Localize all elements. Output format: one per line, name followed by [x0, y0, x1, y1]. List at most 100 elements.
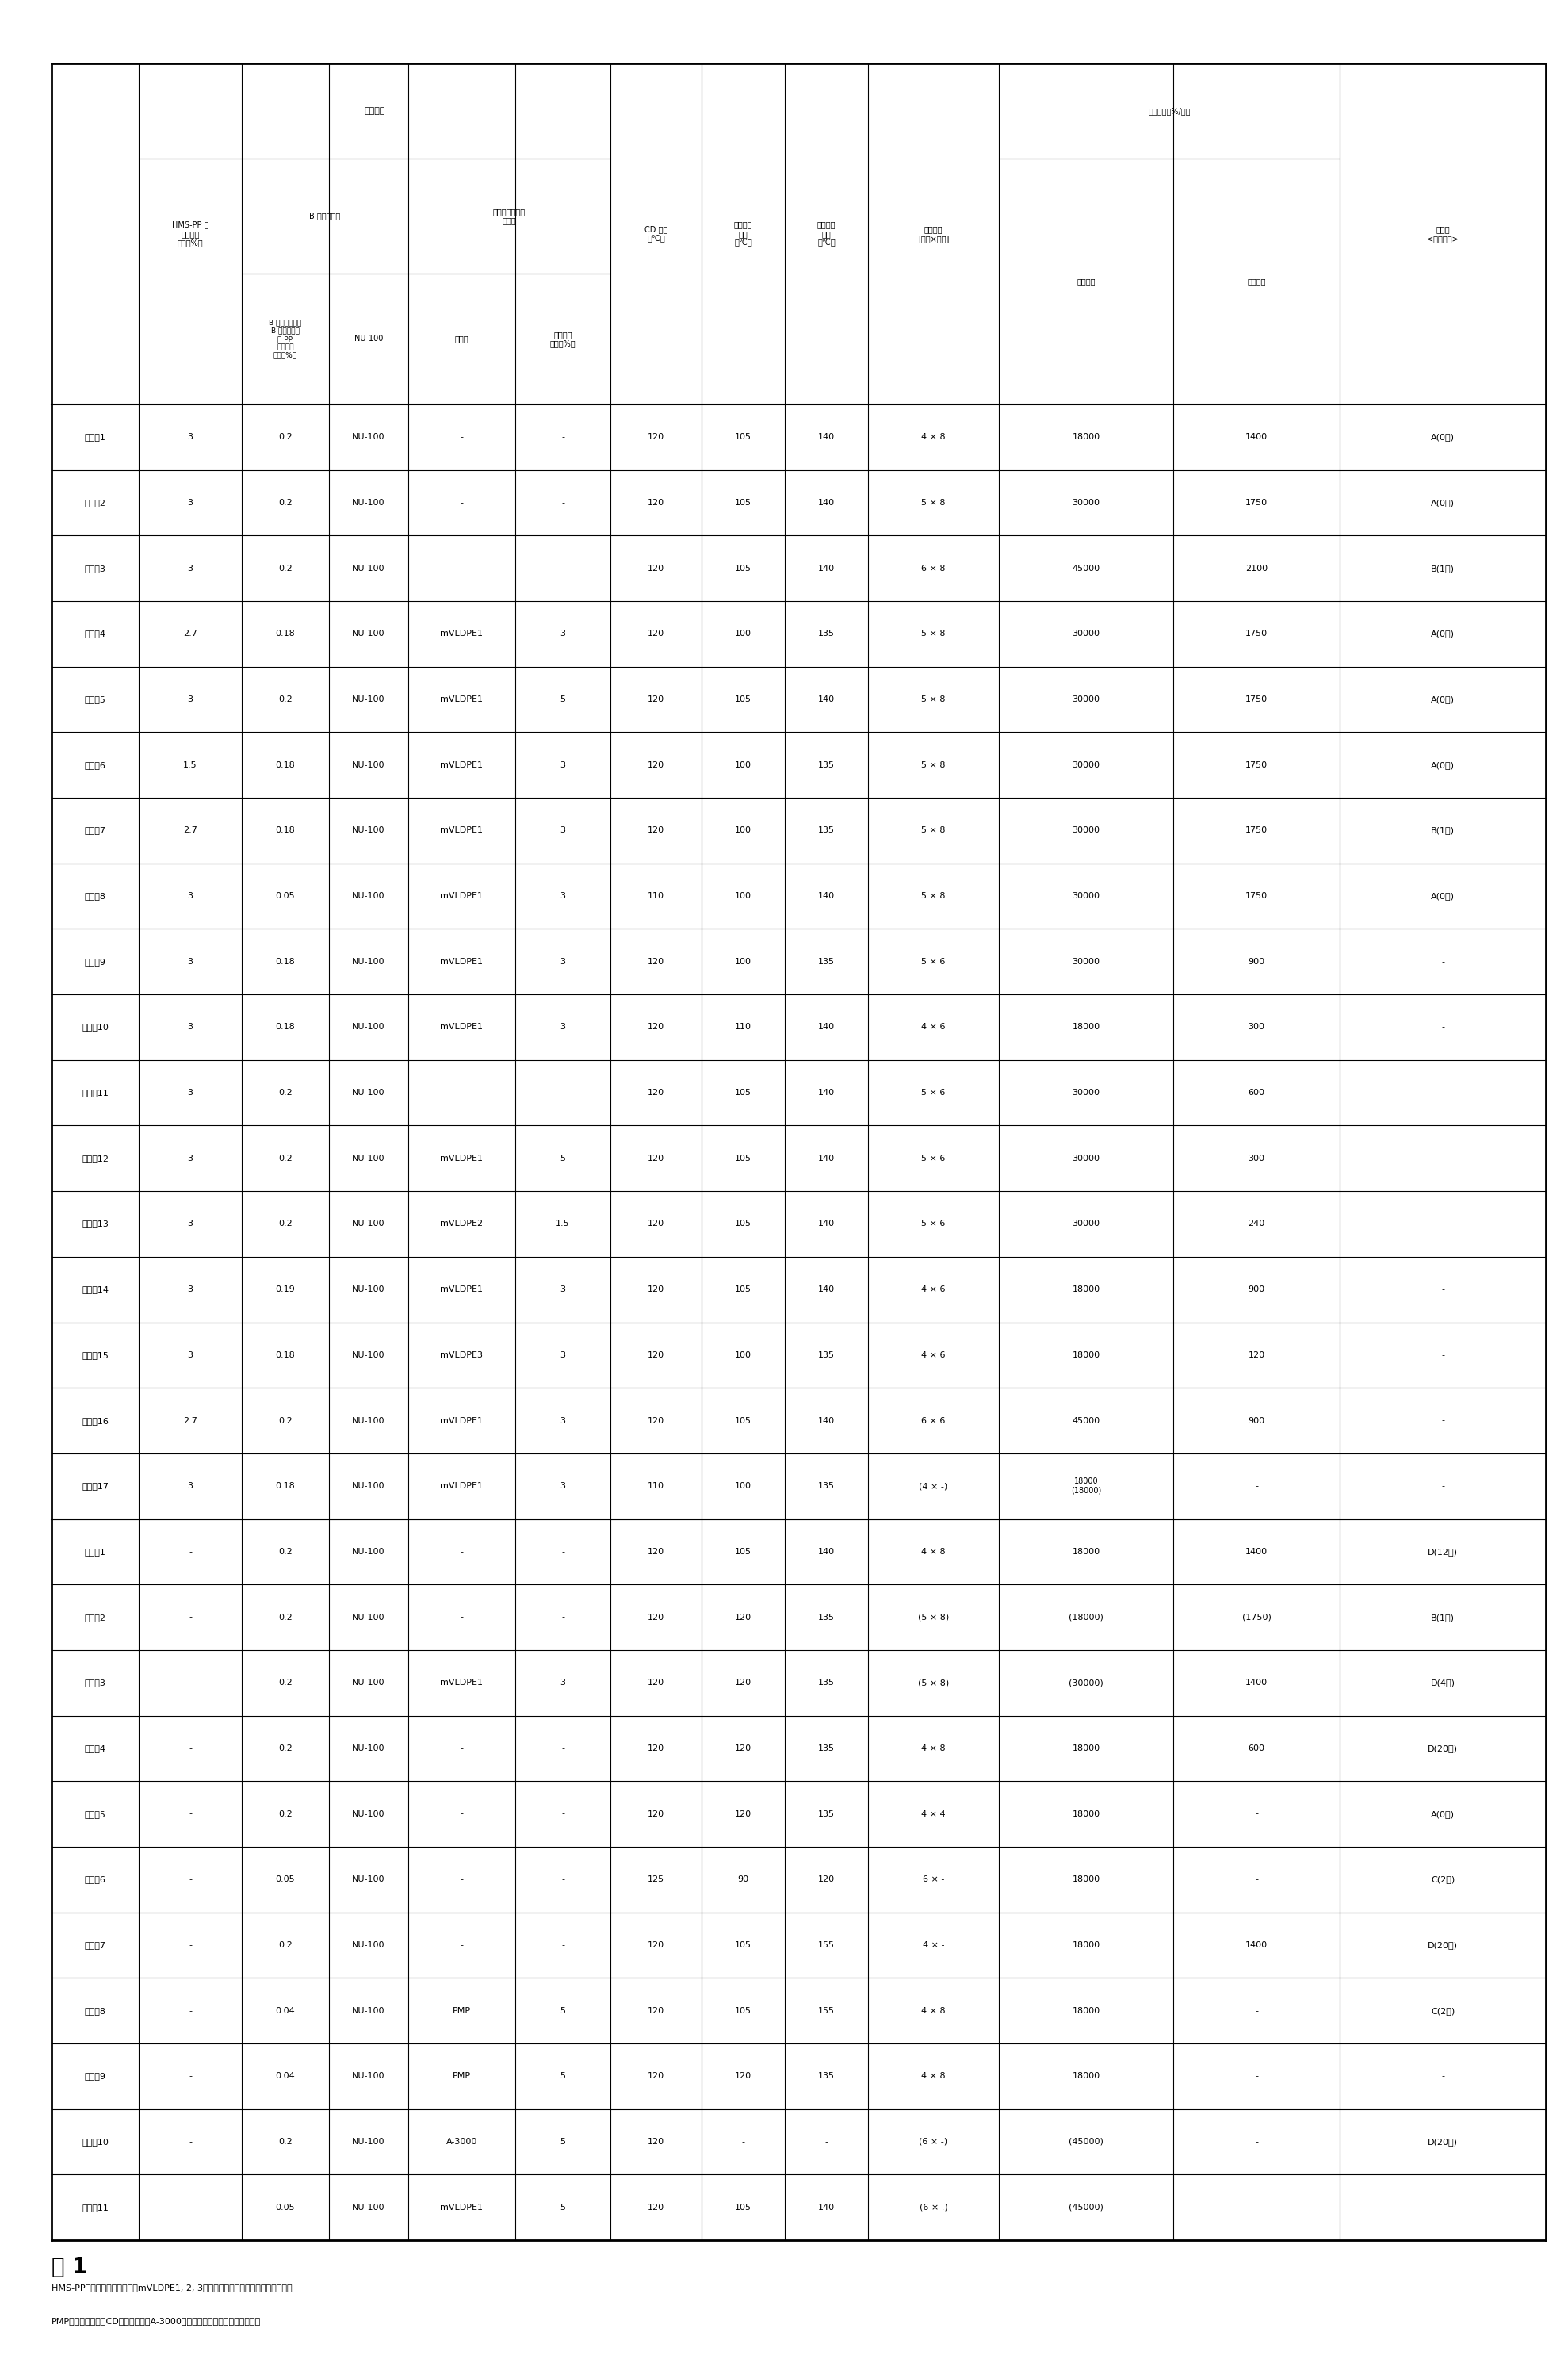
Text: NU-100: NU-100 [353, 565, 386, 572]
Text: 比較例2: 比較例2 [85, 1614, 105, 1621]
Text: 120: 120 [648, 761, 665, 768]
Text: 5: 5 [560, 695, 566, 704]
Text: -: - [188, 1614, 191, 1621]
Text: 3: 3 [188, 1089, 193, 1096]
Text: -: - [1441, 1219, 1444, 1229]
Text: 3: 3 [188, 432, 193, 442]
Text: CD 温度
（℃）: CD 温度 （℃） [644, 224, 668, 243]
Text: 1750: 1750 [1245, 631, 1267, 638]
Text: B(1次): B(1次) [1432, 565, 1455, 572]
Text: -: - [188, 2072, 191, 2079]
Text: 18000: 18000 [1073, 1352, 1099, 1359]
Text: 120: 120 [648, 1810, 665, 1817]
Text: 4 × 8: 4 × 8 [922, 432, 946, 442]
Text: 3: 3 [560, 893, 566, 900]
Text: -: - [1254, 1810, 1258, 1817]
Text: 2.7: 2.7 [183, 631, 198, 638]
Text: 3: 3 [188, 499, 193, 506]
Text: 3: 3 [560, 761, 566, 768]
Text: 120: 120 [648, 1614, 665, 1621]
Text: 4 × 6: 4 × 6 [922, 1023, 946, 1030]
Text: mVLDPE1: mVLDPE1 [441, 893, 483, 900]
Text: 140: 140 [818, 2202, 834, 2212]
Text: D(4次): D(4次) [1430, 1678, 1455, 1687]
Text: 120: 120 [648, 957, 665, 966]
Text: -: - [459, 565, 464, 572]
Text: NU-100: NU-100 [353, 1023, 386, 1030]
Text: NU-100: NU-100 [353, 1352, 386, 1359]
Text: NU-100: NU-100 [353, 1482, 386, 1491]
Text: 105: 105 [735, 1940, 751, 1949]
Text: -: - [1441, 1285, 1444, 1293]
Text: -: - [561, 1940, 564, 1949]
Text: 実施例3: 実施例3 [85, 565, 105, 572]
Text: -: - [1254, 2006, 1258, 2016]
Text: 120: 120 [648, 1678, 665, 1687]
Text: mVLDPE1: mVLDPE1 [441, 2202, 483, 2212]
Text: 5 × 8: 5 × 8 [922, 893, 946, 900]
Text: 120: 120 [1248, 1352, 1265, 1359]
Text: 0.2: 0.2 [279, 1156, 292, 1163]
Text: -: - [1441, 1156, 1444, 1163]
Text: NU-100: NU-100 [354, 336, 383, 343]
Text: 1750: 1750 [1245, 499, 1267, 506]
Text: HMS-PP の
混合比例
（重量%）: HMS-PP の 混合比例 （重量%） [172, 220, 209, 248]
Text: 900: 900 [1248, 957, 1265, 966]
Text: NU-100: NU-100 [353, 499, 386, 506]
Text: 140: 140 [818, 893, 834, 900]
Text: NU-100: NU-100 [353, 1614, 386, 1621]
Text: -: - [561, 1744, 564, 1753]
Text: 120: 120 [648, 695, 665, 704]
Text: 5 × 8: 5 × 8 [922, 827, 946, 834]
Text: 105: 105 [735, 1548, 751, 1555]
Text: NU-100: NU-100 [353, 1219, 386, 1229]
Text: -: - [825, 2139, 828, 2146]
Text: -: - [1254, 2202, 1258, 2212]
Text: 0.18: 0.18 [276, 957, 295, 966]
Text: 0.2: 0.2 [279, 2139, 292, 2146]
Text: 0.18: 0.18 [276, 1023, 295, 1030]
Text: mVLDPE1: mVLDPE1 [441, 1285, 483, 1293]
Text: D(20次): D(20次) [1428, 2139, 1458, 2146]
Text: 実施例8: 実施例8 [85, 893, 105, 900]
Text: 120: 120 [648, 1089, 665, 1096]
Text: 混合比例
（重量%）: 混合比例 （重量%） [550, 331, 575, 347]
Text: -: - [561, 1548, 564, 1555]
Text: (1750): (1750) [1242, 1614, 1272, 1621]
Text: 100: 100 [735, 761, 751, 768]
Text: 135: 135 [818, 1744, 834, 1753]
Text: A(0次): A(0次) [1432, 1810, 1455, 1817]
Text: 3: 3 [188, 695, 193, 704]
Text: 6 × -: 6 × - [922, 1876, 944, 1883]
Text: NU-100: NU-100 [353, 2139, 386, 2146]
Text: 900: 900 [1248, 1285, 1265, 1293]
Text: 105: 105 [735, 1219, 751, 1229]
Text: 135: 135 [818, 1810, 834, 1817]
Text: 横向拉伸: 横向拉伸 [1247, 276, 1265, 286]
Text: (30000): (30000) [1069, 1678, 1104, 1687]
Text: 18000: 18000 [1073, 1548, 1099, 1555]
Text: 135: 135 [818, 1482, 834, 1491]
Text: 140: 140 [818, 1156, 834, 1163]
Text: 125: 125 [648, 1876, 665, 1883]
Text: 実施例15: 実施例15 [82, 1352, 108, 1359]
Text: mVLDPE1: mVLDPE1 [441, 761, 483, 768]
Text: NU-100: NU-100 [353, 432, 386, 442]
Text: 3: 3 [188, 1285, 193, 1293]
Text: 600: 600 [1248, 1089, 1265, 1096]
Text: 105: 105 [735, 1156, 751, 1163]
Text: 4 × 8: 4 × 8 [922, 1548, 946, 1555]
Text: 105: 105 [735, 499, 751, 506]
Text: 成膜性
<破裂次数>: 成膜性 <破裂次数> [1427, 224, 1458, 243]
Text: 0.19: 0.19 [276, 1285, 295, 1293]
Text: 120: 120 [735, 1614, 751, 1621]
Text: 0.18: 0.18 [276, 1482, 295, 1491]
Text: -: - [1441, 1482, 1444, 1491]
Text: 0.2: 0.2 [279, 1219, 292, 1229]
Text: 140: 140 [818, 1418, 834, 1425]
Text: 3: 3 [188, 565, 193, 572]
Text: mVLDPE1: mVLDPE1 [441, 695, 483, 704]
Text: 0.2: 0.2 [279, 499, 292, 506]
Text: 100: 100 [735, 631, 751, 638]
Text: 実施例12: 実施例12 [82, 1156, 108, 1163]
